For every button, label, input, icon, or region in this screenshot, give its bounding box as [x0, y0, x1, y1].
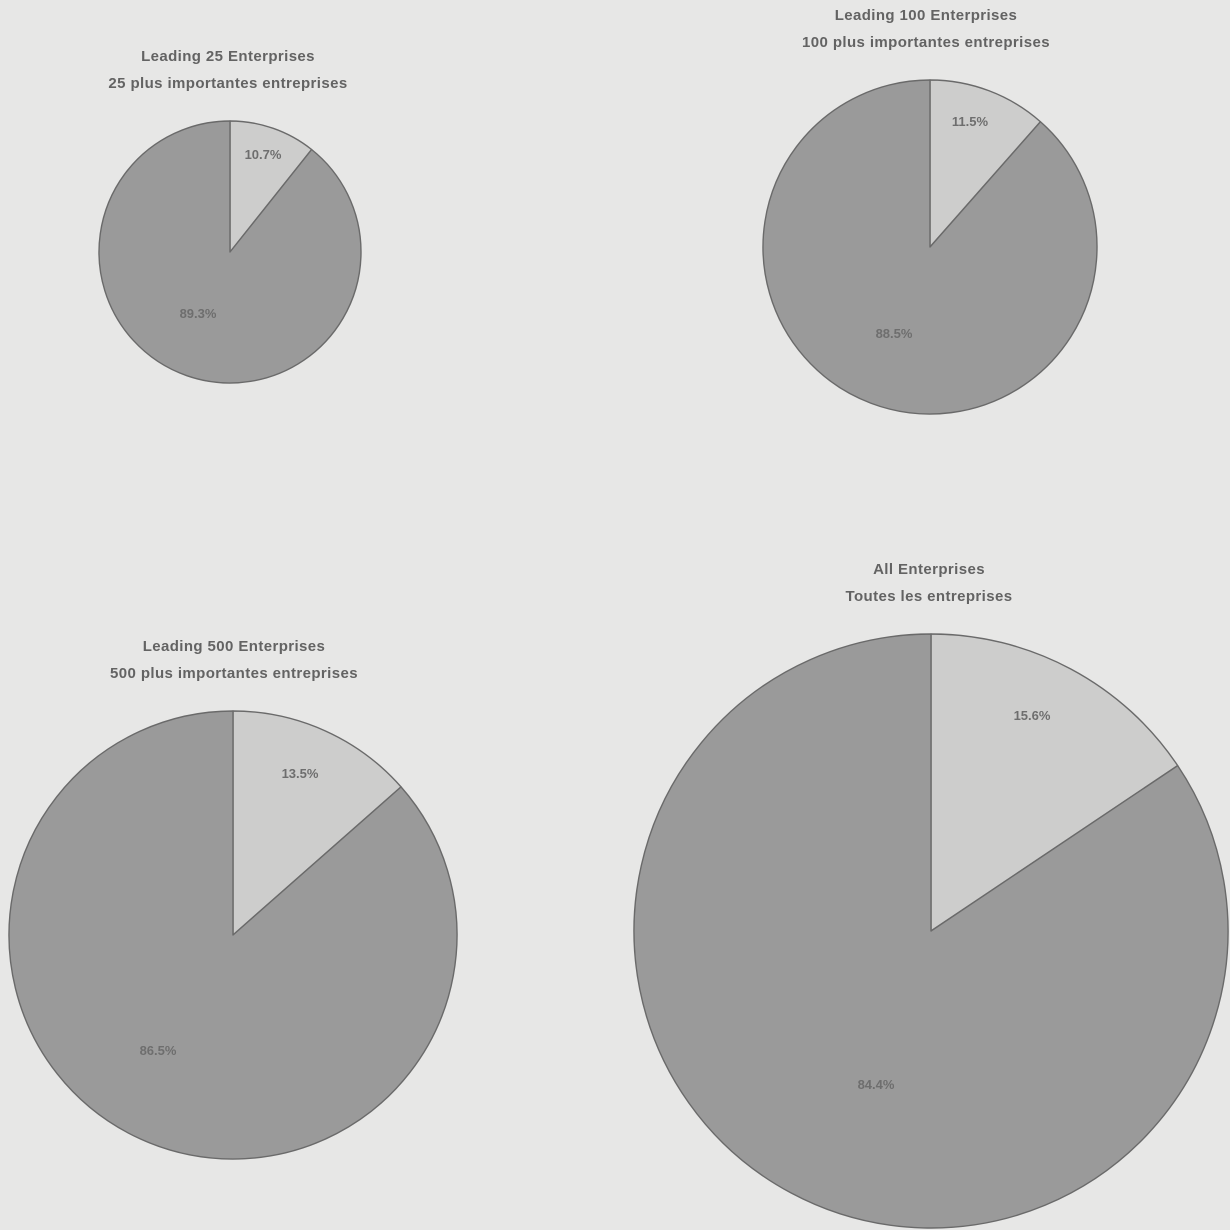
slice-label-small-share: 13.5% — [282, 766, 319, 781]
pie-chart-leading-25: Leading 25 Enterprises 25 plus important… — [98, 48, 362, 384]
chart-subtitle: Toutes les entreprises — [846, 588, 1013, 605]
pie-slice-large-share — [633, 633, 1229, 1229]
pie-chart-leading-500: Leading 500 Enterprises 500 plus importa… — [8, 638, 458, 1160]
pie-slice-small-share — [232, 710, 402, 936]
slice-label-small-share: 10.7% — [245, 147, 282, 162]
pie-slice-large-share — [762, 79, 1098, 415]
slice-label-large-share: 88.5% — [876, 326, 913, 341]
pie-slice-small-share — [930, 633, 1179, 932]
chart-subtitle: 25 plus importantes entreprises — [108, 75, 347, 92]
pie-slice-large-share — [8, 710, 458, 1160]
pie-slice-small-share — [229, 120, 313, 253]
chart-title: All Enterprises — [873, 561, 985, 578]
chart-subtitle: 100 plus importantes entreprises — [802, 34, 1050, 51]
pie-chart-all-enterprises: All Enterprises Toutes les entreprises 1… — [633, 561, 1229, 1229]
chart-title: Leading 500 Enterprises — [143, 638, 326, 655]
chart-subtitle: 500 plus importantes entreprises — [110, 665, 358, 682]
slice-label-large-share: 84.4% — [858, 1077, 895, 1092]
slice-label-small-share: 11.5% — [952, 114, 989, 129]
pie-slice-small-share — [929, 79, 1042, 248]
chart-title: Leading 100 Enterprises — [835, 7, 1018, 24]
pie-slice-large-share — [98, 120, 362, 384]
chart-title: Leading 25 Enterprises — [141, 48, 315, 65]
slice-label-large-share: 86.5% — [140, 1043, 177, 1058]
pie-chart-leading-100: Leading 100 Enterprises 100 plus importa… — [762, 7, 1098, 415]
slice-label-small-share: 15.6% — [1014, 708, 1051, 723]
slice-label-large-share: 89.3% — [180, 306, 217, 321]
